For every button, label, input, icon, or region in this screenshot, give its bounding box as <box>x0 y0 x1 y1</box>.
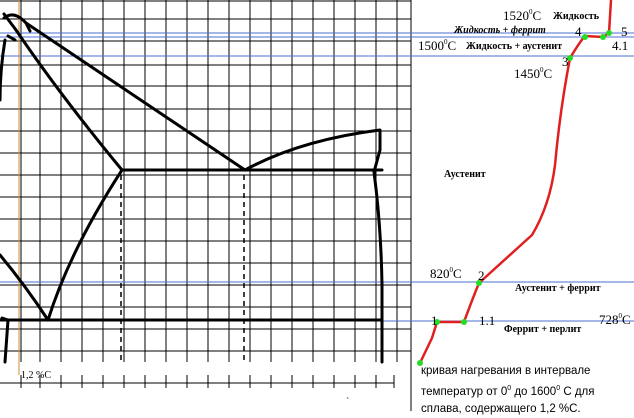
point-1 <box>434 319 440 325</box>
heating-curve <box>418 0 613 365</box>
region-ferrite-pearlite: Феррит + перлит <box>504 324 581 335</box>
caption-deg1: 0 <box>507 385 512 392</box>
point-4-1 <box>600 34 606 40</box>
unit-1450: C <box>544 66 553 81</box>
point-2 <box>476 280 482 286</box>
bottom-axis <box>0 375 395 388</box>
caption: кривая нагревания в интервале температур… <box>421 363 631 418</box>
point-1-1 <box>461 319 467 325</box>
point-4 <box>582 34 588 40</box>
composition-label: 1,2 %С <box>21 370 51 381</box>
unit-728: C <box>622 312 631 327</box>
unit-1520: C <box>533 8 542 23</box>
deg: 0 <box>529 8 533 16</box>
temperature-labels: 15200C 15000C 14500C 8200C 7280C <box>418 8 631 327</box>
region-liquid-austenite: Жидкость + аустенит <box>466 41 562 52</box>
caption-part1: кривая нагревания в интервале температур… <box>421 365 591 398</box>
point-5 <box>606 30 612 36</box>
svg-text:8200C: 8200C <box>430 266 462 281</box>
caption-part2: до 1600 <box>511 385 557 398</box>
temp-1500: 1500 <box>418 38 444 53</box>
label-point-4: 4 <box>575 24 582 39</box>
unit-1500: C <box>448 38 457 53</box>
temp-728: 728 <box>599 312 619 327</box>
label-point-5: 5 <box>621 24 628 39</box>
label-point-1-1: 1.1 <box>479 313 495 328</box>
stray-mark: ` <box>346 397 349 408</box>
label-point-3: 3 <box>562 54 569 69</box>
point-3 <box>567 55 573 61</box>
svg-text:7280C: 7280C <box>599 312 631 327</box>
dashed-lines <box>120 175 245 362</box>
caption-deg2: 0 <box>556 385 561 392</box>
region-austenite: Аустенит <box>444 169 486 180</box>
temp-1450: 1450 <box>514 66 540 81</box>
curve-points <box>417 30 612 366</box>
point-start <box>417 360 423 366</box>
grid <box>0 0 412 411</box>
svg-text:14500C: 14500C <box>514 66 552 81</box>
point-labels: 1 1.1 2 3 4 4.1 5 <box>431 24 628 328</box>
phase-boundaries <box>0 12 384 364</box>
svg-text:15200C: 15200C <box>503 8 541 23</box>
temp-820: 820 <box>430 266 450 281</box>
label-point-1: 1 <box>431 313 438 328</box>
temp-1520: 1520 <box>503 8 529 23</box>
region-labels: Жидкость Жидкость + феррит Жидкость + ау… <box>444 11 601 335</box>
label-point-4-1: 4.1 <box>612 38 628 53</box>
region-liquid-ferrite: Жидкость + феррит <box>453 25 546 36</box>
label-point-2: 2 <box>478 268 485 283</box>
region-austenite-ferrite: Аустенит + феррит <box>515 283 601 294</box>
region-liquid: Жидкость <box>553 11 600 22</box>
svg-text:15000C: 15000C <box>418 38 456 53</box>
unit-820: C <box>453 266 462 281</box>
